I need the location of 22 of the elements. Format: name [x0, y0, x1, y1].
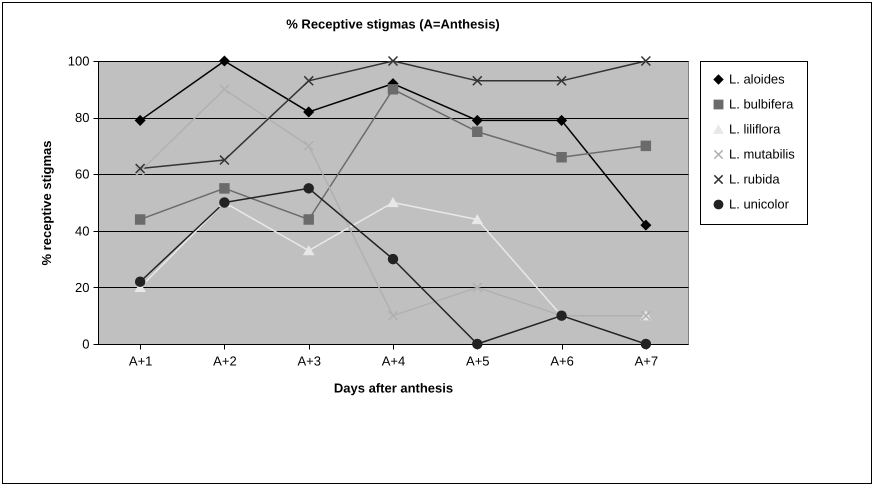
- x-tick-label: A+6: [550, 354, 574, 368]
- legend-label: L. aloides: [729, 72, 786, 86]
- legend-label: L. liliflora: [729, 122, 782, 136]
- y-tick-label: 40: [75, 223, 90, 238]
- y-axis-title: % receptive stigmas: [38, 140, 54, 266]
- x-tick-label: A+7: [634, 354, 658, 368]
- x-tick-label: A+1: [128, 354, 152, 368]
- legend-label: L. bulbifera: [729, 96, 794, 112]
- y-tick-label: 20: [75, 280, 90, 295]
- y-tick-label: 0: [82, 336, 90, 352]
- x-tick-label: A+4: [382, 354, 406, 368]
- y-tick-label: 80: [75, 110, 90, 126]
- x-tick-label: A+3: [297, 354, 321, 368]
- y-tick-label: 100: [68, 54, 90, 68]
- chart-title: % Receptive stigmas (A=Anthesis): [286, 16, 500, 32]
- x-tick-label: A+5: [466, 354, 490, 368]
- legend-label: L. rubida: [729, 172, 780, 186]
- legend-label: L. mutabilis: [729, 146, 796, 162]
- x-tick-label: A+2: [213, 354, 237, 368]
- y-tick-label: 60: [75, 166, 90, 182]
- legend-label: L. unicolor: [729, 196, 790, 212]
- x-axis-title: Days after anthesis: [334, 380, 454, 396]
